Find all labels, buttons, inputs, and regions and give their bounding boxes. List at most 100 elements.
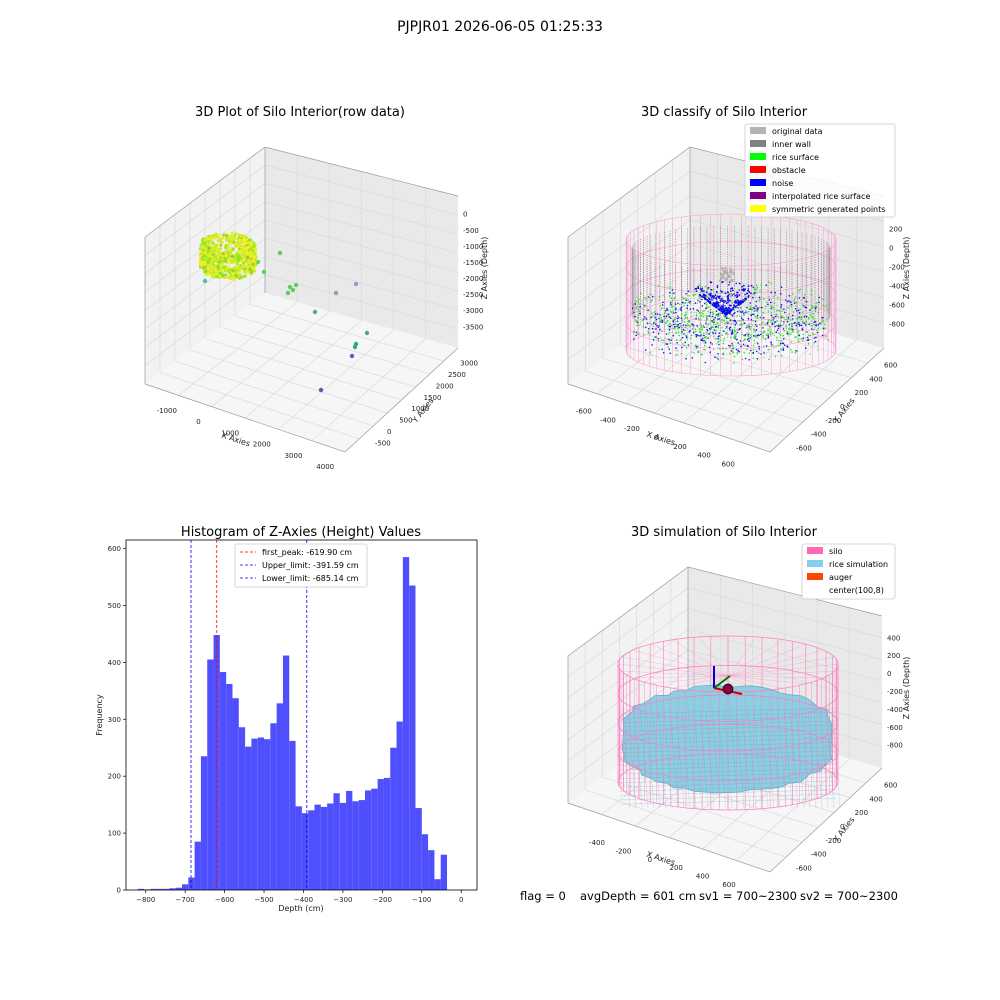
classify-point — [699, 315, 701, 318]
classify-point — [635, 331, 638, 334]
classify-point — [676, 320, 679, 323]
classify-point — [702, 326, 705, 329]
classify-point — [802, 333, 805, 336]
noise-point — [742, 284, 745, 287]
tick-label: 0 — [648, 856, 652, 864]
classify-point — [775, 331, 778, 334]
histogram-bar — [200, 756, 208, 890]
legend-swatch — [807, 560, 823, 567]
noise-point — [747, 289, 749, 292]
classify-point — [780, 304, 783, 306]
classify-point — [681, 319, 684, 321]
classify-point — [702, 312, 704, 315]
tick-label: 1000 — [411, 405, 429, 413]
classify-point — [780, 306, 782, 308]
classify-point — [705, 307, 707, 310]
tick-label: 200 — [855, 809, 868, 817]
classify-point — [714, 316, 716, 319]
tick-label: -400 — [589, 839, 605, 847]
classify-point — [721, 326, 724, 329]
classify-point — [670, 304, 672, 306]
silo-roof — [621, 671, 729, 677]
classify-point — [792, 330, 795, 333]
raw-point — [207, 268, 211, 272]
raw-point — [234, 260, 238, 264]
auger-marker — [722, 683, 734, 695]
classify-point — [709, 341, 712, 344]
raw-point — [226, 266, 230, 270]
tick-label: 3000 — [460, 359, 478, 367]
classify-point — [798, 289, 800, 292]
classify-point — [706, 329, 708, 331]
classify-point — [687, 290, 690, 293]
raw-point — [229, 239, 234, 243]
classify-point — [783, 320, 785, 323]
classify-point — [693, 352, 695, 354]
classify-point — [683, 344, 686, 347]
classify-point — [782, 346, 784, 349]
classify-point — [765, 345, 768, 347]
classify-point — [808, 323, 810, 326]
classify-point — [635, 334, 637, 337]
histogram-bar — [377, 779, 384, 890]
classify-point — [819, 322, 821, 325]
classify-point — [638, 303, 641, 305]
noise-point — [705, 291, 708, 293]
raw-point — [208, 254, 212, 258]
classify-point — [811, 325, 813, 327]
noise-point — [729, 310, 732, 313]
classify-title: 3D classify of Silo Interior — [641, 105, 808, 120]
raw-point — [214, 244, 218, 248]
classify-point — [770, 341, 772, 344]
classify-point — [711, 315, 714, 318]
classify-point — [782, 328, 785, 330]
classify-point — [746, 338, 749, 341]
histogram-vlines — [190, 540, 308, 890]
classify-point — [708, 306, 710, 308]
classify-point — [803, 305, 805, 307]
classify-point — [705, 320, 707, 323]
classify-point — [754, 330, 757, 333]
classify-point — [822, 327, 825, 330]
classify-point — [667, 313, 670, 316]
classify-point — [686, 297, 689, 300]
raw-point — [239, 245, 243, 249]
classify-point — [684, 329, 686, 332]
classify-point — [747, 333, 750, 336]
classify-point — [664, 312, 667, 314]
classify-point — [751, 298, 754, 300]
noise-point — [736, 291, 738, 294]
classify-point — [787, 307, 790, 309]
rice-mesh — [651, 707, 661, 809]
classify-point — [768, 299, 771, 301]
raw-point — [236, 258, 240, 263]
classify-point — [632, 310, 635, 313]
classify-point — [759, 306, 761, 309]
classify-point — [680, 313, 683, 315]
classify-point — [704, 336, 707, 338]
noise-point — [700, 288, 703, 291]
classify-point — [771, 332, 774, 335]
classify-point — [657, 326, 659, 329]
classify-point — [756, 317, 759, 319]
classify-point — [767, 303, 769, 306]
histogram-bar — [327, 803, 334, 890]
raw-point — [224, 238, 228, 242]
classify-point — [728, 327, 731, 330]
raw-point — [214, 232, 218, 236]
classify-point — [777, 316, 779, 318]
classify-point — [722, 314, 725, 317]
classify-point — [672, 310, 674, 313]
histogram-title: Histogram of Z-Axies (Height) Values — [181, 525, 421, 540]
classify-point — [793, 298, 796, 300]
original-point — [720, 267, 724, 270]
classify-point — [654, 310, 656, 313]
classify-point — [790, 333, 792, 336]
classify-point — [724, 322, 726, 325]
classify-legend: original data inner wall rice surface obsta… — [744, 123, 896, 218]
tick-label: -500 — [463, 227, 479, 235]
classify-point — [760, 284, 763, 286]
classify-point — [672, 305, 674, 308]
raw-point — [199, 252, 203, 256]
classify-point — [721, 334, 723, 337]
